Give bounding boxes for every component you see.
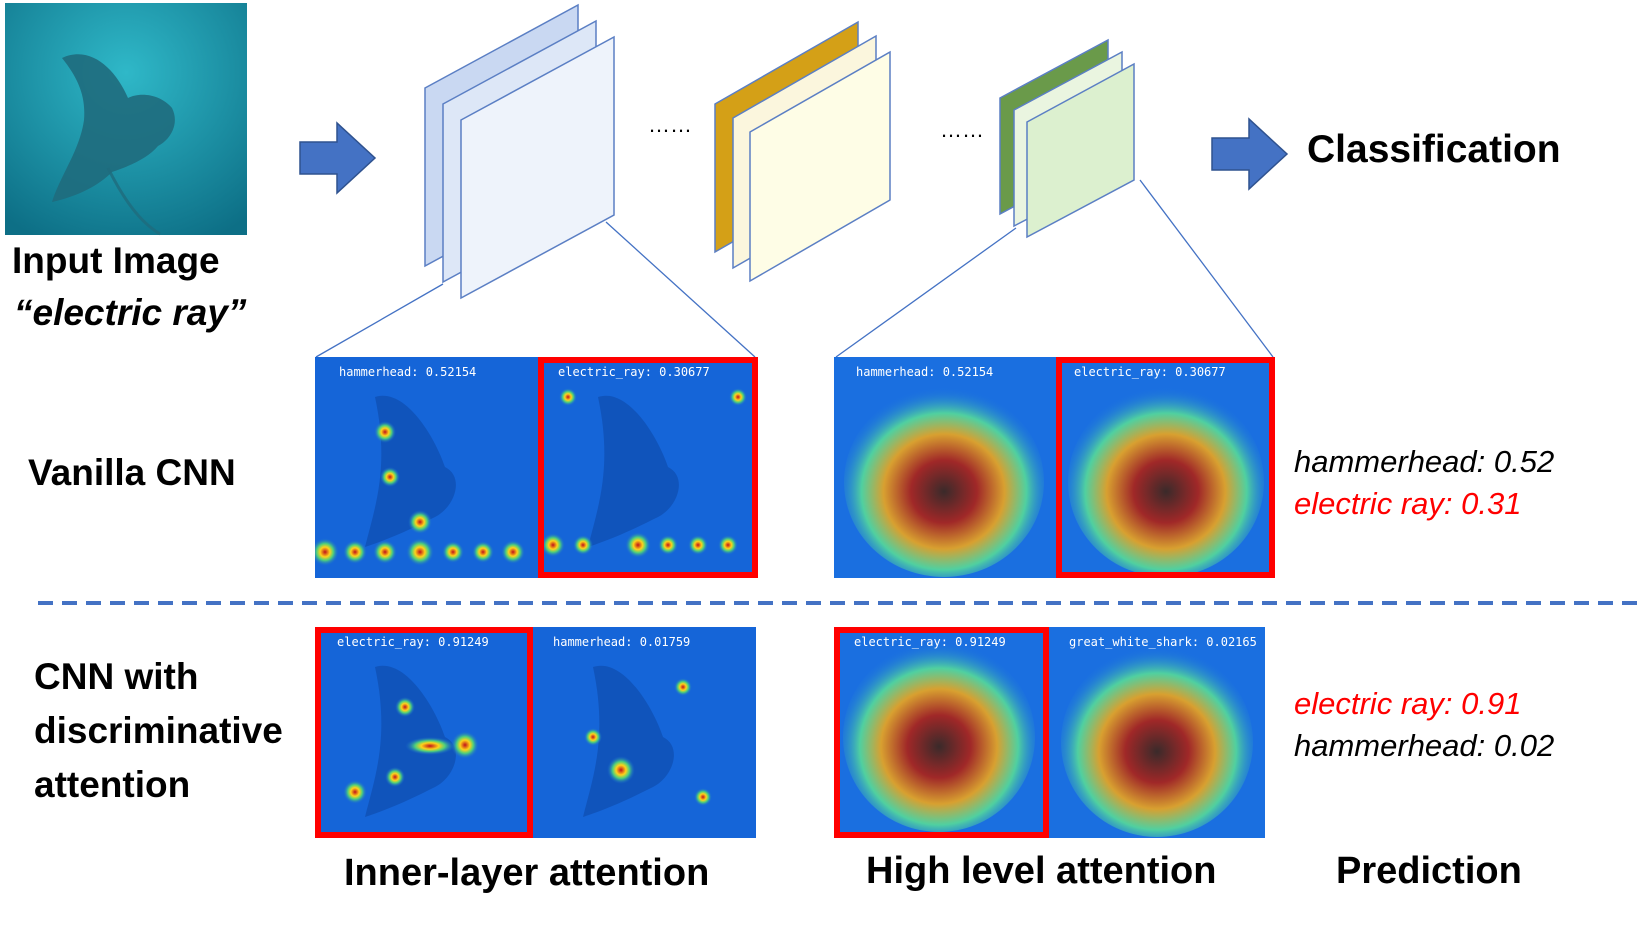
- caption-high-level: High level attention: [866, 850, 1217, 892]
- classification-label: Classification: [1307, 128, 1561, 171]
- map-caption: electric_ray: 0.91249: [337, 635, 489, 649]
- attention-map-disc-inner-a: electric_ray: 0.91249: [315, 627, 533, 838]
- map-caption: electric_ray: 0.30677: [558, 365, 710, 379]
- map-caption: hammerhead: 0.01759: [553, 635, 691, 649]
- prediction-disc-1: electric ray: 0.91: [1294, 686, 1522, 721]
- layer-stack-early: [424, 3, 615, 300]
- row-label-vanilla: Vanilla CNN: [28, 452, 236, 493]
- attention-map-vanilla-high-b: electric_ray: 0.30677: [1056, 357, 1275, 578]
- caption-prediction: Prediction: [1336, 850, 1522, 892]
- prediction-disc-2: hammerhead: 0.02: [1294, 728, 1555, 763]
- right-arrow-icon: [1211, 117, 1289, 191]
- attention-map-disc-high-b: great_white_shark: 0.02165: [1049, 627, 1265, 838]
- attention-map-vanilla-inner-a: hammerhead: 0.52154: [315, 357, 538, 578]
- attention-map-vanilla-high-a: hammerhead: 0.52154: [834, 357, 1056, 578]
- map-caption: hammerhead: 0.52154: [856, 365, 994, 379]
- row-label-disc-2: discriminative: [34, 710, 283, 751]
- map-caption: great_white_shark: 0.02165: [1069, 635, 1257, 649]
- ellipsis-2: ……: [940, 117, 984, 142]
- input-class-label: “electric ray”: [14, 292, 247, 333]
- ellipsis-1: ……: [648, 112, 692, 137]
- map-caption: electric_ray: 0.91249: [854, 635, 1006, 649]
- attention-map-disc-inner-b: hammerhead: 0.01759: [533, 627, 756, 838]
- layer-stack-late: [999, 38, 1135, 239]
- attention-map-vanilla-inner-b: electric_ray: 0.30677: [538, 357, 758, 578]
- prediction-vanilla-2: electric ray: 0.31: [1294, 486, 1522, 521]
- attention-map-disc-high-a: electric_ray: 0.91249: [834, 627, 1049, 838]
- right-arrow-icon: [299, 121, 377, 195]
- row-label-disc-3: attention: [34, 764, 191, 805]
- map-caption: electric_ray: 0.30677: [1074, 365, 1226, 379]
- row-label-disc-1: CNN with: [34, 656, 199, 697]
- layer-stack-middle: [714, 20, 891, 283]
- caption-inner-layer: Inner-layer attention: [344, 852, 710, 894]
- input-image: [5, 3, 247, 236]
- map-caption: hammerhead: 0.52154: [339, 365, 477, 379]
- input-image-title: Input Image: [12, 240, 220, 281]
- prediction-vanilla-1: hammerhead: 0.52: [1294, 444, 1555, 479]
